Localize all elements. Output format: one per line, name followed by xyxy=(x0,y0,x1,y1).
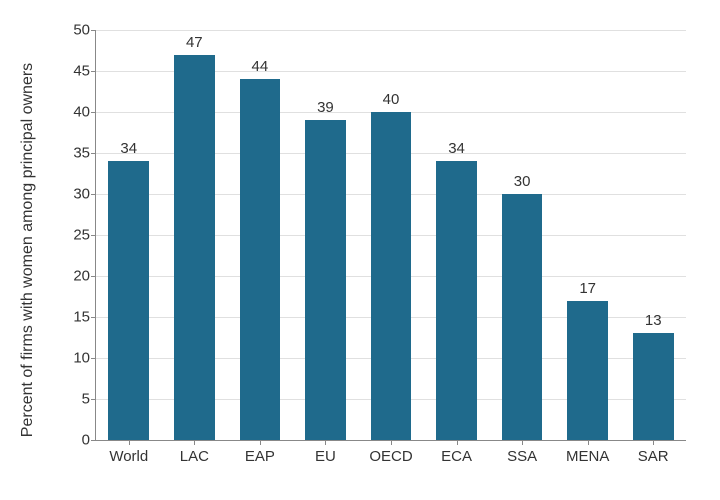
y-tick-label: 30 xyxy=(73,186,96,203)
x-tick-label: World xyxy=(109,440,148,465)
bar-value-label: 30 xyxy=(514,173,531,194)
x-tick-label: MENA xyxy=(566,440,609,465)
bar-value-label: 13 xyxy=(645,312,662,333)
chart-container: Percent of firms with women among princi… xyxy=(0,0,720,500)
bar: 47 xyxy=(174,55,215,440)
x-tick-label: SSA xyxy=(507,440,537,465)
y-tick-label: 35 xyxy=(73,145,96,162)
gridline xyxy=(96,30,686,31)
bar-value-label: 40 xyxy=(383,91,400,112)
y-tick-label: 10 xyxy=(73,350,96,367)
x-tick-label: ECA xyxy=(441,440,472,465)
y-tick-label: 0 xyxy=(82,432,96,449)
bar: 39 xyxy=(305,120,346,440)
bar: 17 xyxy=(567,301,608,440)
y-tick-label: 20 xyxy=(73,268,96,285)
bar-value-label: 39 xyxy=(317,99,334,120)
y-tick-label: 15 xyxy=(73,309,96,326)
x-tick-label: OECD xyxy=(369,440,412,465)
y-tick-label: 40 xyxy=(73,104,96,121)
y-axis-label: Percent of firms with women among princi… xyxy=(19,63,37,437)
bar: 40 xyxy=(371,112,412,440)
bar-value-label: 34 xyxy=(448,140,465,161)
x-tick-label: LAC xyxy=(180,440,209,465)
bar: 13 xyxy=(633,333,674,440)
y-tick-label: 45 xyxy=(73,63,96,80)
bar-value-label: 44 xyxy=(252,58,269,79)
y-tick-label: 25 xyxy=(73,227,96,244)
bar-value-label: 47 xyxy=(186,34,203,55)
bar-value-label: 34 xyxy=(120,140,137,161)
x-tick-label: EAP xyxy=(245,440,275,465)
bar: 30 xyxy=(502,194,543,440)
bar: 34 xyxy=(108,161,149,440)
x-tick-label: EU xyxy=(315,440,336,465)
plot-area: 0510152025303540455034World47LAC44EAP39E… xyxy=(95,30,686,441)
y-tick-label: 50 xyxy=(73,22,96,39)
y-tick-label: 5 xyxy=(82,391,96,408)
bar-value-label: 17 xyxy=(579,280,596,301)
bar: 44 xyxy=(240,79,281,440)
x-tick-label: SAR xyxy=(638,440,669,465)
bar: 34 xyxy=(436,161,477,440)
